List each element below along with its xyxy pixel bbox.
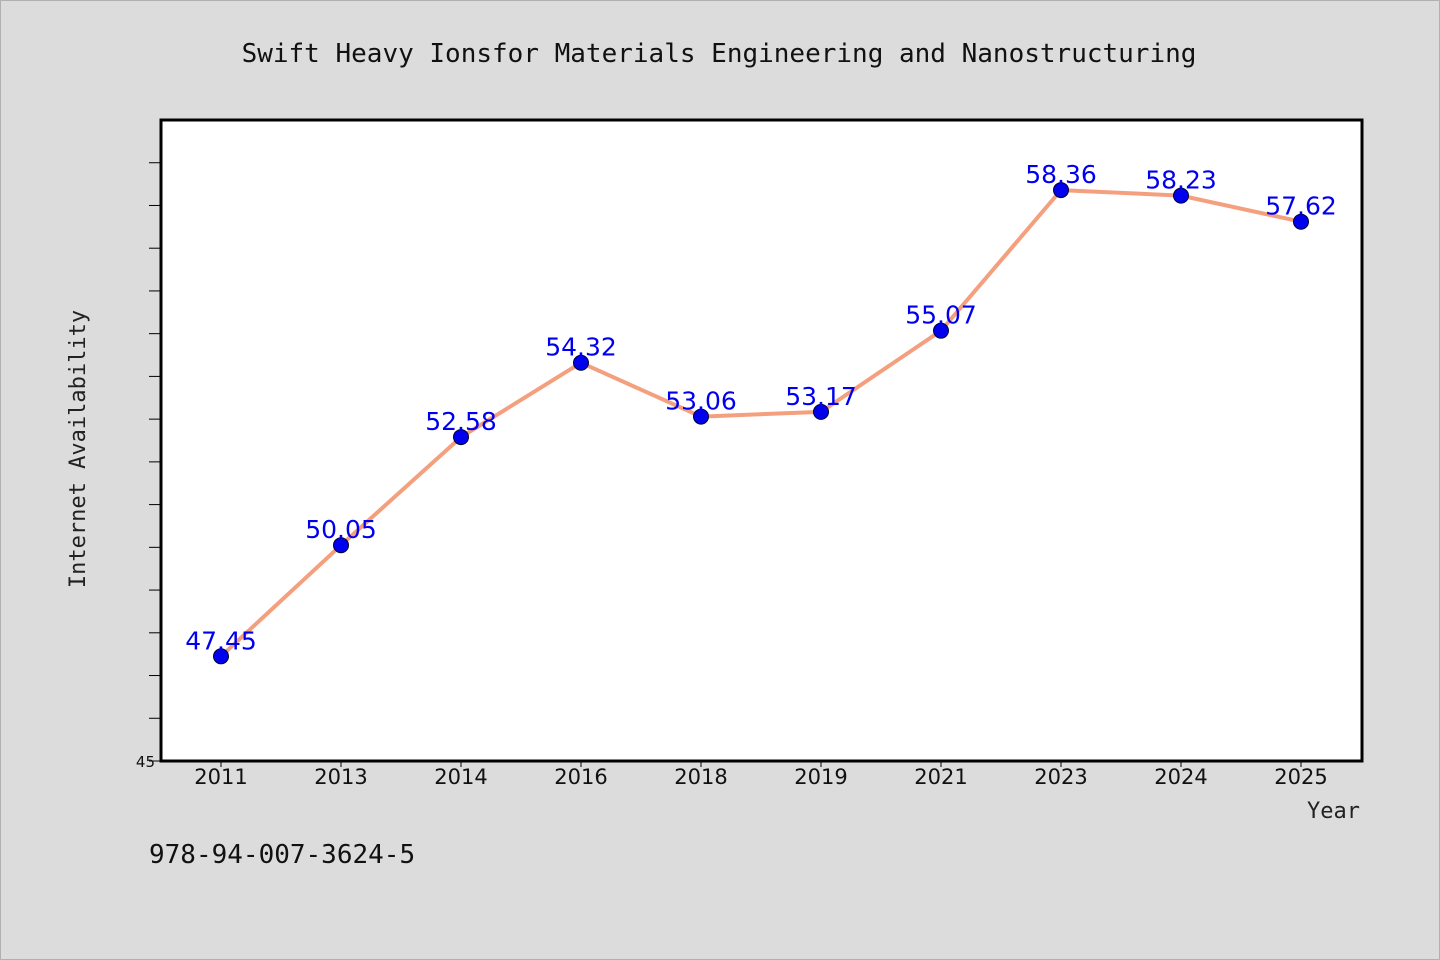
data-point <box>1293 213 1309 230</box>
x-tick-label: 2025 <box>1274 765 1327 789</box>
x-tick-label: 2014 <box>434 765 487 789</box>
x-tick-label: 2019 <box>794 765 847 789</box>
x-tick-label: 2013 <box>314 765 367 789</box>
data-label: 58.23 <box>1145 166 1217 195</box>
data-point <box>1053 182 1069 199</box>
data-label: 53.06 <box>665 387 737 416</box>
data-label: 57.62 <box>1265 192 1337 221</box>
data-point <box>453 429 469 446</box>
data-label: 54.32 <box>545 333 617 362</box>
x-tick-label: 2011 <box>194 765 247 789</box>
isbn-text: 978-94-007-3624-5 <box>149 840 415 870</box>
data-point <box>573 354 589 371</box>
data-label: 55.07 <box>905 301 977 330</box>
data-point <box>1173 187 1189 204</box>
series-points <box>213 182 1309 665</box>
x-tick-label: 2024 <box>1154 765 1207 789</box>
data-point <box>213 648 229 665</box>
x-tick-label: 2016 <box>554 765 607 789</box>
x-axis-tick-labels: 2011 2013 2014 2016 2018 2019 2021 2023 2024 2025 <box>194 765 1327 789</box>
data-label: 47.45 <box>185 626 257 655</box>
data-point <box>693 408 709 425</box>
data-label: 50.05 <box>305 515 377 544</box>
y-axis-ticks <box>149 162 161 762</box>
data-point <box>933 322 949 339</box>
x-tick-label: 2023 <box>1034 765 1087 789</box>
y-axis-title: Internet Availability <box>66 310 91 588</box>
series-line <box>219 188 1303 659</box>
chart-title: Swift Heavy Ionsfor Materials Engineerin… <box>242 39 1197 69</box>
x-tick-label: 2018 <box>674 765 727 789</box>
data-label: 52.58 <box>425 407 497 436</box>
y-axis-tick-labels: 45 <box>136 753 155 771</box>
data-label: 58.36 <box>1025 160 1097 189</box>
series-lines <box>219 188 1303 659</box>
x-axis-title: Year <box>1307 799 1360 824</box>
y-tick-label: 45 <box>136 753 155 771</box>
x-axis-ticks <box>220 761 1302 767</box>
plot-area <box>159 118 1364 763</box>
x-tick-label: 2021 <box>914 765 967 789</box>
data-point <box>333 537 349 554</box>
data-point <box>813 403 829 420</box>
data-labels: 47.45 50.05 52.58 54.32 53.06 53.17 55.07 58.36… <box>185 160 1337 655</box>
data-label: 53.17 <box>785 382 857 411</box>
